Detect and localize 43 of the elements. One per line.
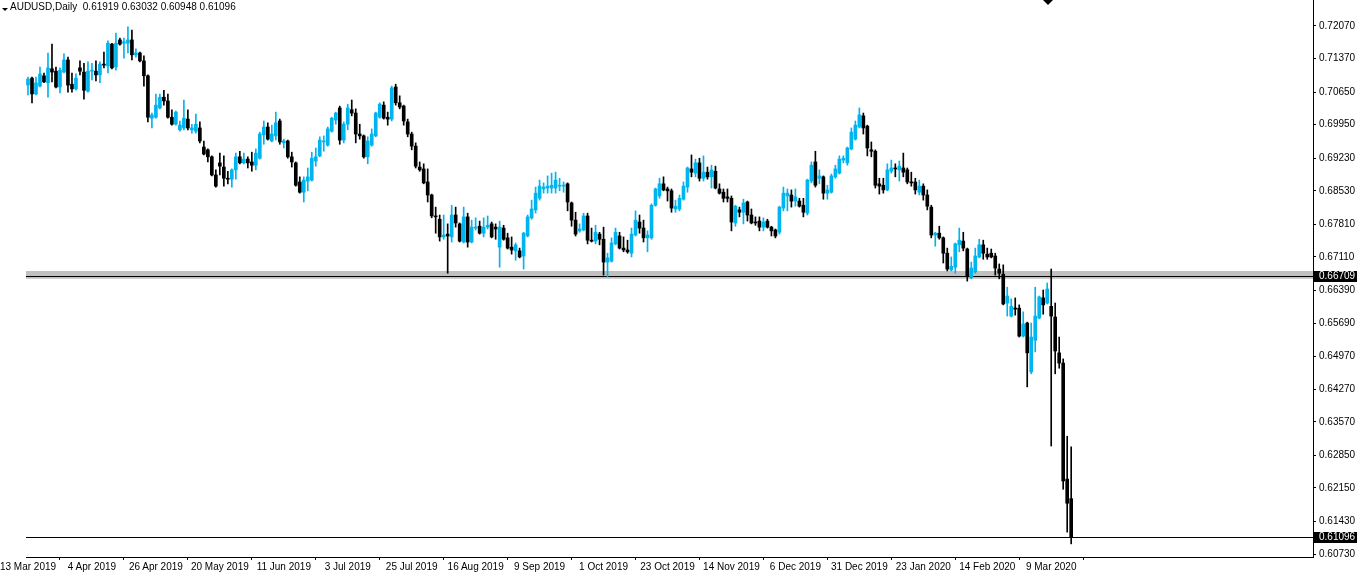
y-tick-label: 0.68530: [1319, 184, 1356, 196]
y-tick-label: 0.67110: [1319, 250, 1355, 262]
y-tick-label: 0.69230: [1319, 151, 1356, 163]
x-tick-label: 3 Jul 2019: [324, 560, 372, 572]
y-tick-label: 0.67810: [1319, 218, 1356, 230]
x-tick-label: 25 Jul 2019: [385, 560, 438, 572]
x-tick-label: 9 Mar 2020: [1025, 560, 1077, 572]
chart-title: AUDUSD,Daily 0.61919 0.63032 0.60948 0.61096: [10, 1, 236, 13]
x-tick-label: 23 Jan 2020: [895, 560, 952, 572]
y-tick-label: 0.60730: [1319, 547, 1356, 559]
y-tick-label: 0.64970: [1319, 350, 1356, 362]
ref-line-label: 0.66709: [1319, 270, 1356, 282]
candlestick: [122, 37, 126, 59]
candlestick: [94, 60, 98, 82]
x-tick-label: 14 Feb 2020: [959, 560, 1016, 572]
x-tick-label: 23 Oct 2019: [640, 560, 696, 572]
y-tick-label: 0.69950: [1319, 118, 1356, 130]
y-tick-label: 0.62150: [1319, 481, 1356, 493]
x-tick-label: 11 Jun 2019: [256, 560, 312, 572]
y-tick-label: 0.70650: [1319, 85, 1356, 97]
y-tick-label: 0.64270: [1319, 382, 1356, 394]
y-tick-label: 0.63570: [1319, 415, 1356, 427]
candlestick: [897, 160, 902, 182]
x-tick-label: 13 Mar 2019: [0, 560, 57, 572]
x-tick-label: 9 Sep 2019: [514, 560, 566, 572]
y-tick-label: 0.65690: [1319, 316, 1356, 328]
x-tick-label: 26 Apr 2019: [128, 560, 184, 572]
y-tick-label: 0.62850: [1319, 449, 1356, 461]
ref-line-label: 0.61096: [1319, 531, 1356, 543]
x-tick-label: 6 Dec 2019: [769, 560, 822, 572]
x-tick-label: 14 Nov 2019: [703, 560, 761, 572]
y-tick-label: 0.61430: [1319, 515, 1356, 527]
x-tick-label: 1 Oct 2019: [579, 560, 629, 572]
candlestick: [250, 151, 254, 172]
candlestick: [1005, 286, 1010, 317]
x-tick-label: 20 May 2019: [190, 560, 250, 572]
x-tick-label: 4 Apr 2019: [67, 560, 117, 572]
x-tick-label: 31 Dec 2019: [830, 560, 889, 572]
candlestick: [126, 26, 130, 54]
y-tick-label: 0.72070: [1319, 19, 1356, 31]
y-tick-label: 0.71370: [1319, 52, 1356, 64]
x-tick-label: 16 Aug 2019: [447, 560, 505, 572]
y-tick-label: 0.66390: [1319, 284, 1356, 296]
